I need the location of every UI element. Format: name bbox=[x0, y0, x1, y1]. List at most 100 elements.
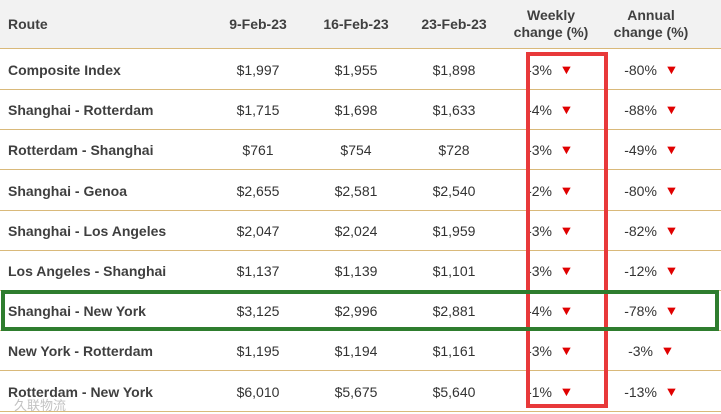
down-triangle-icon: ▼ bbox=[664, 142, 679, 157]
annual-change-cell: -78% ▼ bbox=[600, 291, 702, 330]
down-triangle-icon: ▼ bbox=[660, 343, 675, 358]
rate-date-1: $3,125 bbox=[236, 302, 280, 319]
table-row: New York - Rotterdam $1,195 $1,194 $1,161 -3… bbox=[0, 331, 721, 371]
rate-date-2: $5,675 bbox=[334, 383, 378, 400]
weekly-change-cell: -2% ▼ bbox=[502, 171, 600, 210]
rate-date-3: $1,959 bbox=[432, 222, 476, 239]
table-row: Rotterdam - New York $6,010 $5,675 $5,640 -1… bbox=[0, 372, 721, 412]
table-row: Shanghai - Rotterdam $1,715 $1,698 $1,633 -4… bbox=[0, 90, 721, 130]
rate-date-2: $2,996 bbox=[334, 302, 378, 319]
rate-date-3: $1,898 bbox=[432, 61, 476, 78]
route-name: Shanghai - Los Angeles bbox=[8, 222, 167, 239]
rate-date-2: $1,139 bbox=[334, 262, 378, 279]
header-date-2: 16-Feb-23 bbox=[323, 15, 389, 32]
annual-change-value: -3% bbox=[628, 342, 654, 359]
rate-date-2: $754 bbox=[340, 141, 372, 158]
table-header: Route 9-Feb-23 16-Feb-23 23-Feb-23 Weekl… bbox=[0, 0, 721, 49]
annual-change-value: -80% bbox=[624, 61, 657, 78]
annual-change-cell: -12% ▼ bbox=[600, 251, 702, 290]
annual-change-cell: -88% ▼ bbox=[600, 90, 702, 129]
route-name: Shanghai - Genoa bbox=[8, 182, 128, 199]
down-triangle-icon: ▼ bbox=[559, 142, 574, 157]
annual-change-value: -78% bbox=[624, 302, 657, 319]
weekly-change-value: -3% bbox=[527, 61, 553, 78]
header-route: Route bbox=[8, 15, 48, 32]
rate-date-1: $2,047 bbox=[236, 222, 280, 239]
weekly-change-cell: -1% ▼ bbox=[502, 372, 600, 411]
down-triangle-icon: ▼ bbox=[559, 263, 574, 278]
rate-date-1: $6,010 bbox=[236, 383, 280, 400]
down-triangle-icon: ▼ bbox=[559, 384, 574, 399]
rate-date-1: $1,997 bbox=[236, 61, 280, 78]
rate-date-2: $1,698 bbox=[334, 101, 378, 118]
rate-date-3: $728 bbox=[438, 141, 470, 158]
weekly-change-value: -4% bbox=[527, 302, 553, 319]
route-name: Shanghai - Rotterdam bbox=[8, 101, 154, 118]
weekly-change-cell: -4% ▼ bbox=[502, 90, 600, 129]
annual-change-value: -80% bbox=[624, 182, 657, 199]
route-name: Shanghai - New York bbox=[8, 302, 146, 319]
weekly-change-value: -2% bbox=[527, 182, 553, 199]
down-triangle-icon: ▼ bbox=[664, 223, 679, 238]
weekly-change-highlight bbox=[526, 52, 608, 408]
table-row: Shanghai - Los Angeles $2,047 $2,024 $1,959… bbox=[0, 211, 721, 251]
rate-date-1: $2,655 bbox=[236, 182, 280, 199]
route-name: Composite Index bbox=[8, 61, 121, 78]
weekly-change-value: -1% bbox=[527, 383, 553, 400]
annual-change-cell: -80% ▼ bbox=[600, 171, 702, 210]
down-triangle-icon: ▼ bbox=[559, 343, 574, 358]
down-triangle-icon: ▼ bbox=[559, 303, 574, 318]
annual-change-value: -13% bbox=[624, 383, 657, 400]
down-triangle-icon: ▼ bbox=[664, 263, 679, 278]
shanghai-new-york-highlight bbox=[1, 290, 719, 331]
weekly-change-value: -3% bbox=[527, 342, 553, 359]
rate-date-1: $1,195 bbox=[236, 342, 280, 359]
weekly-change-cell: -3% ▼ bbox=[502, 251, 600, 290]
down-triangle-icon: ▼ bbox=[664, 384, 679, 399]
annual-change-value: -49% bbox=[624, 141, 657, 158]
table-row: Composite Index $1,997 $1,955 $1,898 -3% ▼ -80… bbox=[0, 50, 721, 90]
rate-date-3: $2,881 bbox=[432, 302, 476, 319]
table-row: Shanghai - Genoa $2,655 $2,581 $2,540 -2% ▼ -8… bbox=[0, 171, 721, 211]
table-row: Rotterdam - Shanghai $761 $754 $728 -3% ▼ -49%… bbox=[0, 130, 721, 170]
annual-change-value: -82% bbox=[624, 222, 657, 239]
route-name: Los Angeles - Shanghai bbox=[8, 262, 167, 279]
rate-date-3: $2,540 bbox=[432, 182, 476, 199]
annual-change-cell: -3% ▼ bbox=[600, 331, 702, 370]
weekly-change-value: -3% bbox=[527, 141, 553, 158]
annual-change-cell: -80% ▼ bbox=[600, 50, 702, 89]
annual-change-value: -12% bbox=[624, 262, 657, 279]
annual-change-cell: -49% ▼ bbox=[600, 130, 702, 169]
down-triangle-icon: ▼ bbox=[664, 183, 679, 198]
rate-date-1: $1,715 bbox=[236, 101, 280, 118]
header-annual-change: Annual change (%) bbox=[613, 7, 689, 40]
down-triangle-icon: ▼ bbox=[559, 223, 574, 238]
weekly-change-value: -3% bbox=[527, 262, 553, 279]
rate-date-1: $761 bbox=[242, 141, 274, 158]
rate-date-2: $1,955 bbox=[334, 61, 378, 78]
weekly-change-cell: -3% ▼ bbox=[502, 130, 600, 169]
down-triangle-icon: ▼ bbox=[559, 62, 574, 77]
rate-date-2: $2,581 bbox=[334, 182, 378, 199]
down-triangle-icon: ▼ bbox=[664, 102, 679, 117]
route-name: Rotterdam - Shanghai bbox=[8, 141, 154, 158]
header-date-3: 23-Feb-23 bbox=[421, 15, 487, 32]
rate-date-3: $1,101 bbox=[432, 262, 476, 279]
down-triangle-icon: ▼ bbox=[559, 102, 574, 117]
rate-date-3: $1,633 bbox=[432, 101, 476, 118]
rate-date-3: $5,640 bbox=[432, 383, 476, 400]
down-triangle-icon: ▼ bbox=[664, 62, 679, 77]
rate-date-1: $1,137 bbox=[236, 262, 280, 279]
annual-change-value: -88% bbox=[624, 101, 657, 118]
header-date-1: 9-Feb-23 bbox=[229, 15, 287, 32]
route-name: New York - Rotterdam bbox=[8, 342, 153, 359]
weekly-change-cell: -3% ▼ bbox=[502, 211, 600, 250]
rate-date-3: $1,161 bbox=[432, 342, 476, 359]
table-row: Los Angeles - Shanghai $1,137 $1,139 $1,101… bbox=[0, 251, 721, 291]
weekly-change-value: -3% bbox=[527, 222, 553, 239]
weekly-change-cell: -4% ▼ bbox=[502, 291, 600, 330]
weekly-change-cell: -3% ▼ bbox=[502, 331, 600, 370]
down-triangle-icon: ▼ bbox=[664, 303, 679, 318]
route-name: Rotterdam - New York bbox=[8, 383, 153, 400]
